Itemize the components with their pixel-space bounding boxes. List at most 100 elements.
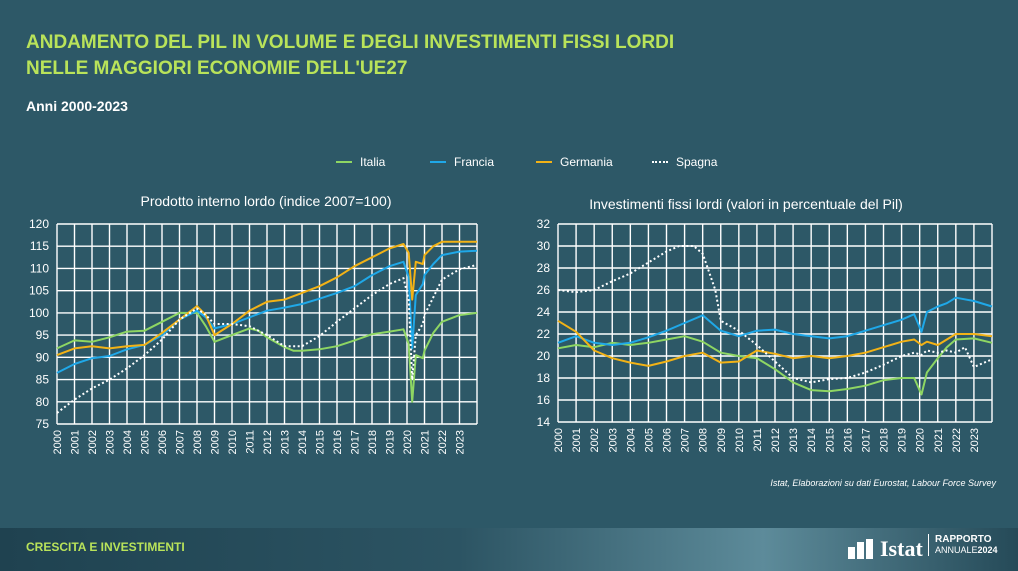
series-line-francia-investimenti <box>557 296 993 346</box>
x-tick-label: 2017 <box>350 430 362 454</box>
x-tick-label: 2003 <box>105 430 117 454</box>
legend-swatch-spagna <box>652 161 668 163</box>
x-tick-label: 2018 <box>879 428 891 452</box>
x-tick-label: 2010 <box>734 428 746 452</box>
x-tick-label: 2006 <box>662 428 674 452</box>
y-tick-label: 80 <box>36 395 50 409</box>
legend-item-francia: Francia <box>430 155 494 169</box>
x-tick-label: 2021 <box>420 430 432 454</box>
x-tick-label: 2007 <box>680 428 692 452</box>
series-line-germania-investimenti <box>557 319 993 367</box>
x-tick-label: 2019 <box>385 430 397 454</box>
x-tick-label: 2002 <box>87 430 99 454</box>
x-tick-label: 2019 <box>897 428 909 452</box>
y-tick-label: 32 <box>537 217 551 231</box>
y-tick-label: 26 <box>537 283 551 297</box>
x-tick-label: 2023 <box>455 430 467 454</box>
legend-item-germania: Germania <box>536 155 613 169</box>
legend-swatch-germania <box>536 161 552 163</box>
legend: Italia Francia Germania Spagna <box>0 155 1018 175</box>
x-tick-label: 2000 <box>52 430 64 454</box>
legend-item-italia: Italia <box>336 155 385 169</box>
x-tick-label: 2006 <box>157 430 169 454</box>
x-tick-label: 2013 <box>788 428 800 452</box>
x-tick-label: 2002 <box>589 428 601 452</box>
title-line-1: ANDAMENTO DEL PIL IN VOLUME E DEGLI INVE… <box>26 32 675 53</box>
x-tick-label: 2008 <box>698 428 710 452</box>
legend-label-spagna: Spagna <box>676 155 718 169</box>
series-line-italia-pil <box>56 311 478 403</box>
x-tick-label: 2016 <box>332 430 344 454</box>
report-badge: RAPPORTO ANNUALE2024 <box>928 534 998 556</box>
footer-bar: CRESCITA E INVESTIMENTI Istat RAPPORTO A… <box>0 528 1018 571</box>
y-tick-label: 95 <box>36 328 50 342</box>
x-tick-label: 2014 <box>806 428 818 452</box>
x-tick-label: 2021 <box>933 428 945 452</box>
y-tick-label: 24 <box>537 305 551 319</box>
x-tick-label: 2018 <box>367 430 379 454</box>
chart-title-pil: Prodotto interno lordo (indice 2007=100) <box>140 193 392 209</box>
x-tick-label: 2014 <box>297 430 309 454</box>
x-tick-label: 2023 <box>969 428 981 452</box>
x-tick-label: 2001 <box>571 428 583 452</box>
y-tick-label: 20 <box>537 349 551 363</box>
x-tick-label: 2022 <box>437 430 449 454</box>
x-tick-label: 2011 <box>752 428 764 452</box>
y-tick-label: 90 <box>36 350 50 364</box>
x-tick-label: 2022 <box>951 428 963 452</box>
footer-section-label: CRESCITA E INVESTIMENTI <box>26 540 185 554</box>
chart-title-investimenti: Investimenti fissi lordi (valori in perc… <box>589 196 903 212</box>
x-tick-label: 2015 <box>315 430 327 454</box>
legend-swatch-francia <box>430 161 446 163</box>
legend-label-italia: Italia <box>360 155 386 169</box>
y-tick-label: 14 <box>537 415 551 429</box>
y-tick-label: 115 <box>30 239 49 253</box>
istat-logo-text: Istat <box>880 536 923 561</box>
x-tick-label: 2008 <box>192 430 204 454</box>
report-annuale: ANNUALE <box>935 545 978 555</box>
legend-item-spagna: Spagna <box>652 155 717 169</box>
report-line-1: RAPPORTO <box>935 534 992 545</box>
x-tick-label: 2015 <box>824 428 836 452</box>
series-line-spagna-investimenti <box>557 245 993 384</box>
x-tick-label: 2011 <box>245 430 257 454</box>
y-tick-label: 105 <box>29 284 49 298</box>
y-tick-label: 16 <box>537 393 551 407</box>
legend-label-francia: Francia <box>454 155 495 169</box>
x-tick-label: 2013 <box>280 430 292 454</box>
x-tick-label: 2007 <box>175 430 187 454</box>
report-year: 2024 <box>977 545 998 555</box>
y-tick-label: 30 <box>537 239 551 253</box>
y-tick-label: 120 <box>29 217 49 231</box>
y-tick-label: 75 <box>36 417 50 431</box>
source-note: Istat, Elaborazioni su dati Eurostat, La… <box>770 478 996 488</box>
report-line-2: ANNUALE2024 <box>935 545 998 556</box>
y-tick-label: 18 <box>537 371 551 385</box>
y-tick-label: 85 <box>36 373 50 387</box>
x-tick-label: 2009 <box>210 430 222 454</box>
x-tick-label: 2001 <box>70 430 82 454</box>
y-tick-label: 22 <box>537 327 551 341</box>
x-tick-label: 2005 <box>643 428 655 452</box>
x-tick-label: 2017 <box>860 428 872 452</box>
x-tick-label: 2004 <box>122 430 134 454</box>
x-tick-label: 2009 <box>716 428 728 452</box>
legend-swatch-italia <box>336 161 352 163</box>
x-tick-label: 2004 <box>625 428 637 452</box>
page-title: ANDAMENTO DEL PIL IN VOLUME E DEGLI INVE… <box>26 30 674 82</box>
series-line-spagna-pil <box>56 263 478 414</box>
y-tick-label: 110 <box>30 261 49 275</box>
istat-logo-icon <box>848 539 874 559</box>
page-subtitle: Anni 2000-2023 <box>26 98 128 114</box>
x-tick-label: 2005 <box>140 430 152 454</box>
y-tick-label: 100 <box>29 306 49 320</box>
x-tick-label: 2012 <box>262 430 274 454</box>
title-line-2: NELLE MAGGIORI ECONOMIE DELL'UE27 <box>26 58 408 79</box>
x-tick-label: 2016 <box>842 428 854 452</box>
x-tick-label: 2003 <box>607 428 619 452</box>
x-tick-label: 2000 <box>553 428 565 452</box>
x-tick-label: 2012 <box>770 428 782 452</box>
series-line-italia-investimenti <box>557 335 993 396</box>
